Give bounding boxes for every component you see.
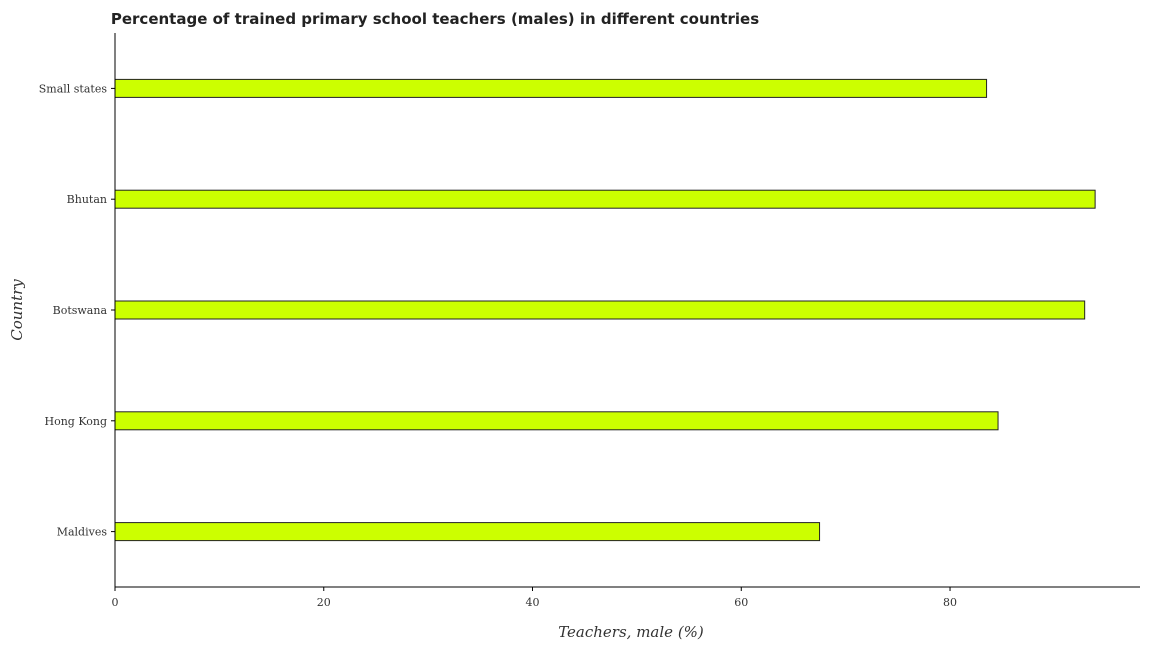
y-tick-label: Small states [39,82,108,95]
x-tick-label: 60 [734,596,748,609]
bar-small-states [114,78,988,98]
x-tick-label: 20 [317,596,331,609]
y-tick-label: Botswana [53,304,108,317]
y-ticks-group: Small states Bhutan Botswana Hong Kong Maldi… [39,82,115,539]
x-tick-label: 0 [112,596,119,609]
x-tick-label: 40 [526,596,540,609]
x-ticks-group: 0 20 40 60 80 [112,587,957,609]
y-tick-label: Hong Kong [44,415,107,428]
bar-maldives [114,522,821,542]
bar-bhutan [114,189,1096,209]
y-tick-label: Maldives [57,526,108,539]
x-tick-label: 80 [943,596,957,609]
chart-title: Percentage of trained primary school tea… [111,10,759,28]
x-axis-label: Teachers, male (%) [558,623,704,641]
y-tick-label: Bhutan [67,193,107,206]
bar-hong-kong [114,411,999,431]
y-axis-label: Country [8,279,26,341]
bar-botswana [114,300,1086,320]
bars-group [114,78,1096,542]
